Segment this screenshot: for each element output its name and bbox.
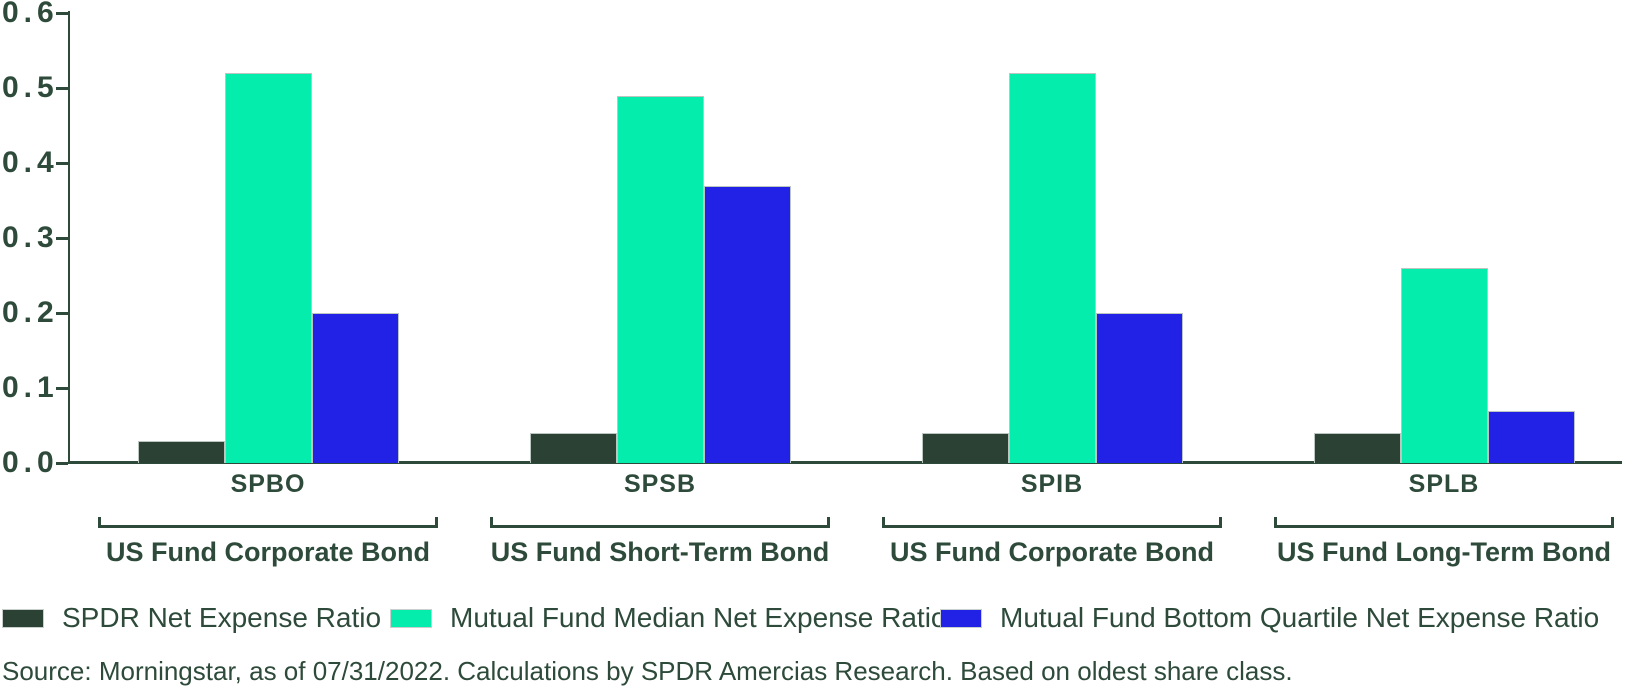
bar-series-3 <box>1487 410 1575 463</box>
y-tick-mark <box>56 86 68 90</box>
bar-series-1 <box>1313 433 1401 463</box>
category-bracket <box>882 517 1222 528</box>
y-tick-label: 0.4 <box>2 146 59 179</box>
category-group-label: US Fund Long-Term Bond <box>1277 537 1611 567</box>
legend-swatch-icon <box>390 608 432 628</box>
ticker-label: SPBO <box>230 470 306 498</box>
y-tick-label: 0.3 <box>2 221 59 254</box>
y-tick-label: 0.6 <box>2 0 59 29</box>
y-tick-mark <box>56 161 68 165</box>
y-tick-mark <box>56 236 68 240</box>
y-tick-label: 0.0 <box>2 446 59 479</box>
y-tick-mark <box>56 461 68 465</box>
bar-group-spbo <box>137 13 399 463</box>
bar-series-2 <box>224 73 312 463</box>
bar-series-3 <box>703 185 791 463</box>
y-tick-label: 0.1 <box>2 371 59 404</box>
bar-series-1 <box>921 433 1009 463</box>
y-tick-mark <box>56 311 68 315</box>
y-tick-label: 0.5 <box>2 71 59 104</box>
legend-item-2: Mutual Fund Median Net Expense Ratio <box>390 600 947 636</box>
bar-series-2 <box>1008 73 1096 463</box>
y-tick-mark <box>56 11 68 15</box>
category-group-label: US Fund Corporate Bond <box>890 537 1214 567</box>
bar-series-1 <box>529 433 617 463</box>
x-axis-line <box>68 461 1622 464</box>
source-note: Source: Morningstar, as of 07/31/2022. C… <box>2 656 1293 686</box>
legend-label: Mutual Fund Median Net Expense Ratio <box>450 602 947 633</box>
bar-series-3 <box>1095 313 1183 463</box>
bar-group-spsb <box>529 13 791 463</box>
y-tick-label: 0.2 <box>2 296 59 329</box>
category-group-label: US Fund Corporate Bond <box>106 537 430 567</box>
ticker-label: SPLB <box>1408 470 1480 498</box>
category-bracket <box>490 517 830 528</box>
legend-swatch-icon <box>940 608 982 628</box>
legend-item-1: SPDR Net Expense Ratio <box>2 600 381 636</box>
category-bracket <box>1274 517 1614 528</box>
ticker-label: SPSB <box>623 470 697 498</box>
bar-series-3 <box>311 313 399 463</box>
bar-series-2 <box>1400 268 1488 463</box>
ticker-label: SPIB <box>1020 470 1084 498</box>
category-bracket <box>98 517 438 528</box>
y-axis-line <box>68 11 70 463</box>
category-group-label: US Fund Short-Term Bond <box>490 537 830 567</box>
legend-label: SPDR Net Expense Ratio <box>62 602 382 633</box>
bar-series-1 <box>137 440 225 463</box>
bar-group-splb <box>1313 13 1575 463</box>
bar-series-2 <box>616 95 704 463</box>
legend-label: Mutual Fund Bottom Quartile Net Expense … <box>1000 602 1600 633</box>
legend-item-3: Mutual Fund Bottom Quartile Net Expense … <box>940 600 1599 636</box>
bar-group-spib <box>921 13 1183 463</box>
legend-swatch-icon <box>2 608 44 628</box>
y-tick-mark <box>56 386 68 390</box>
